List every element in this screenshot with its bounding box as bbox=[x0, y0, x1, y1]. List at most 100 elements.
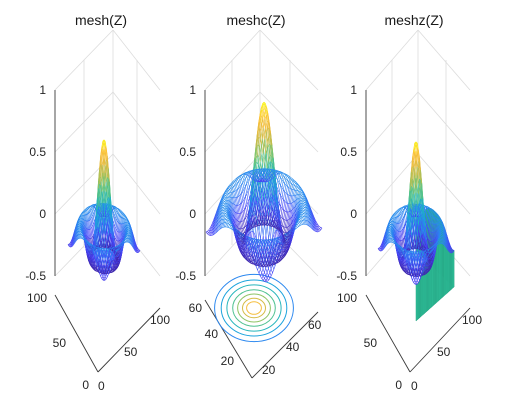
mesh-line bbox=[222, 210, 224, 214]
mesh-line bbox=[226, 220, 229, 224]
mesh-line bbox=[84, 219, 86, 221]
mesh-line bbox=[117, 210, 120, 215]
mesh-line bbox=[99, 176, 102, 197]
mesh-line bbox=[224, 198, 227, 201]
panel-meshc: meshc(Z) 1 0.5 0 -0.5 60 bbox=[175, 12, 323, 379]
mesh-line bbox=[247, 190, 250, 199]
mesh-line bbox=[106, 261, 109, 270]
mesh-line bbox=[246, 176, 249, 182]
mesh-line bbox=[205, 231, 208, 233]
mesh-line bbox=[137, 249, 140, 251]
mesh-line bbox=[70, 237, 73, 242]
mesh-line bbox=[103, 246, 106, 258]
mesh-line bbox=[240, 221, 243, 229]
mesh-line bbox=[102, 248, 105, 250]
mesh-line bbox=[87, 237, 90, 246]
mesh-line bbox=[234, 178, 237, 181]
mesh-line bbox=[68, 244, 71, 247]
mesh-line bbox=[116, 266, 119, 269]
mesh-line bbox=[228, 190, 230, 194]
mesh-line bbox=[89, 229, 92, 239]
mesh-line bbox=[261, 275, 264, 279]
mesh-line bbox=[105, 276, 108, 280]
mesh-line bbox=[90, 243, 93, 246]
mesh-line bbox=[93, 234, 96, 250]
mesh-line bbox=[79, 225, 82, 227]
y-tick-label: 50 bbox=[53, 336, 67, 350]
mesh-line bbox=[120, 254, 122, 259]
mesh-line bbox=[276, 177, 278, 181]
mesh-line bbox=[225, 195, 228, 198]
mesh-line bbox=[88, 229, 91, 239]
mesh-line bbox=[241, 221, 244, 229]
mesh-line bbox=[123, 231, 126, 239]
mesh-line bbox=[113, 208, 116, 210]
mesh-line bbox=[81, 236, 84, 239]
mesh-line bbox=[120, 223, 122, 233]
mesh-line bbox=[80, 235, 83, 239]
mesh-line bbox=[115, 258, 118, 262]
mesh-line bbox=[122, 214, 124, 219]
mesh-line bbox=[120, 252, 122, 257]
mesh-line bbox=[122, 228, 124, 237]
mesh-line bbox=[102, 141, 105, 151]
mesh-line bbox=[207, 229, 209, 232]
mesh-line bbox=[102, 237, 105, 244]
mesh-line bbox=[241, 178, 243, 184]
mesh-line bbox=[123, 242, 125, 244]
mesh-line bbox=[247, 180, 250, 188]
mesh-line bbox=[102, 265, 105, 272]
mesh-line bbox=[88, 205, 90, 208]
panel-axes bbox=[54, 90, 161, 373]
mesh-line bbox=[242, 228, 245, 233]
mesh-line bbox=[77, 228, 80, 232]
mesh-line bbox=[94, 253, 97, 259]
mesh-line bbox=[118, 245, 120, 247]
mesh-line bbox=[208, 232, 211, 236]
mesh-line bbox=[85, 226, 87, 229]
mesh-line bbox=[247, 170, 250, 173]
mesh-line bbox=[223, 198, 225, 201]
mesh-line bbox=[106, 241, 109, 248]
mesh-line bbox=[245, 217, 248, 225]
mesh-line bbox=[104, 276, 107, 280]
mesh-line bbox=[126, 225, 129, 228]
mesh-line bbox=[104, 173, 107, 193]
mesh-line bbox=[125, 234, 128, 237]
mesh-line bbox=[238, 204, 241, 214]
mesh-line bbox=[68, 242, 71, 245]
mesh-line bbox=[246, 193, 249, 202]
mesh-line bbox=[108, 184, 110, 190]
mesh-line bbox=[124, 241, 126, 244]
mesh-line bbox=[99, 269, 102, 274]
mesh-line bbox=[101, 251, 104, 256]
mesh-line bbox=[96, 267, 98, 272]
mesh-line bbox=[255, 266, 258, 271]
mesh-line bbox=[72, 241, 74, 247]
mesh-line bbox=[125, 238, 128, 243]
mesh-line bbox=[112, 256, 115, 261]
mesh-line bbox=[221, 205, 224, 208]
mesh-line bbox=[265, 268, 268, 273]
mesh-line bbox=[112, 213, 115, 221]
mesh-line bbox=[225, 216, 227, 220]
mesh-line bbox=[101, 146, 104, 160]
mesh-line bbox=[117, 244, 120, 246]
mesh-line bbox=[85, 242, 87, 250]
mesh-line bbox=[116, 257, 119, 259]
mesh-line bbox=[76, 224, 79, 229]
mesh-line bbox=[124, 225, 127, 232]
mesh-line bbox=[127, 235, 130, 239]
mesh-line bbox=[237, 189, 240, 197]
mesh-line bbox=[106, 177, 109, 198]
mesh-line bbox=[78, 216, 81, 219]
mesh-line bbox=[73, 239, 75, 245]
mesh-line bbox=[120, 245, 122, 248]
mesh-line bbox=[86, 228, 88, 238]
mesh-line bbox=[105, 165, 108, 186]
mesh-line bbox=[127, 238, 130, 243]
mesh-line bbox=[94, 267, 97, 272]
mesh-line bbox=[249, 187, 252, 195]
mesh-line bbox=[79, 234, 82, 239]
